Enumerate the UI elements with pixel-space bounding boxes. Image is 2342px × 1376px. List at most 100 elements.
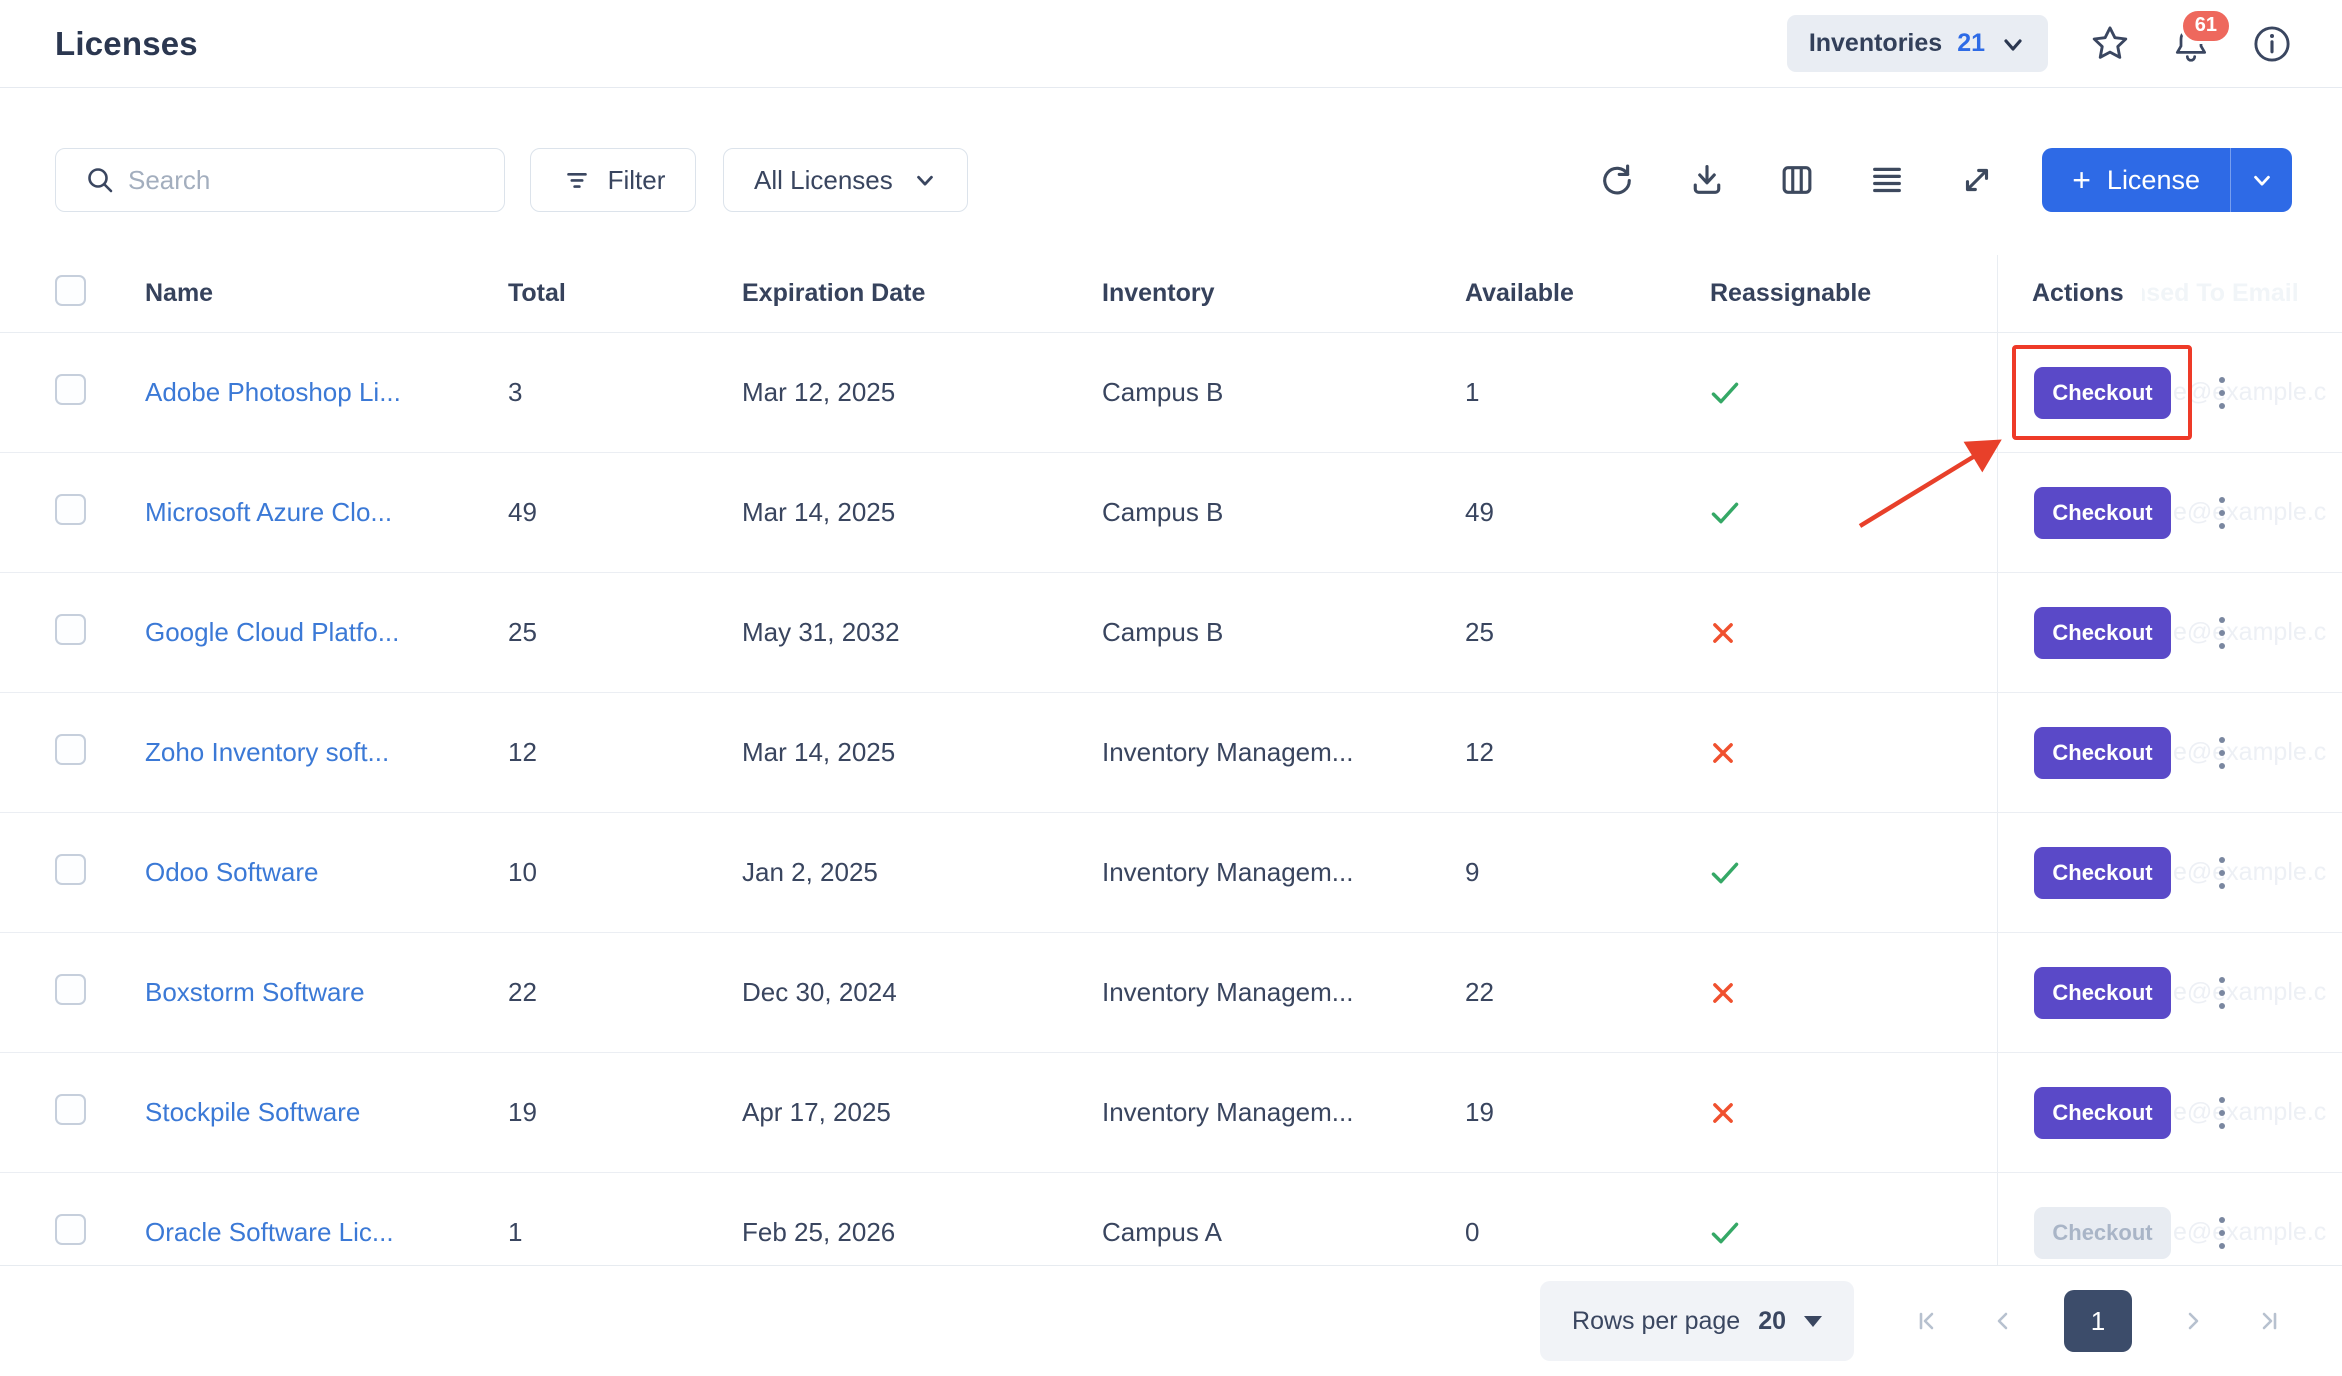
available-value: 25 [1465, 617, 1494, 647]
pager: 1 [1912, 1290, 2284, 1352]
reassignable-no-icon [1713, 982, 1733, 1003]
caret-down-icon [1804, 1315, 1822, 1327]
expand-fullscreen-icon[interactable] [1958, 161, 1996, 199]
reassignable-flag [1710, 500, 1997, 526]
prev-page-button[interactable] [1988, 1306, 2018, 1336]
star-icon[interactable] [2090, 24, 2130, 64]
expiration-date-value: Dec 30, 2024 [742, 977, 897, 1007]
reassignable-yes-icon [1711, 382, 1739, 403]
expiration-date-value: Apr 17, 2025 [742, 1097, 891, 1127]
inventory-value: Inventory Managem... [1102, 1097, 1354, 1127]
license-name-link[interactable]: Microsoft Azure Clo... [145, 497, 393, 527]
rows-per-page-dropdown[interactable]: Rows per page 20 [1540, 1281, 1854, 1361]
row-checkbox[interactable] [55, 1093, 86, 1125]
kebab-menu-icon[interactable] [2213, 491, 2231, 535]
license-name-link[interactable]: Stockpile Software [145, 1097, 361, 1127]
first-page-button[interactable] [1912, 1306, 1942, 1336]
checkout-button[interactable]: Checkout [2034, 486, 2171, 539]
total-value: 1 [508, 1217, 523, 1247]
license-name-link[interactable]: Oracle Software Lic... [145, 1217, 394, 1247]
bell-icon[interactable]: 61 [2172, 7, 2232, 64]
next-page-button[interactable] [2178, 1306, 2208, 1336]
filter-icon [561, 164, 593, 196]
checkout-button[interactable]: Checkout [2034, 966, 2171, 1019]
actions-cell: e@example.c Checkout [1997, 933, 2342, 1052]
table-row: Boxstorm Software 22 Dec 30, 2024 Invent… [0, 933, 2342, 1053]
col-header-inventory[interactable]: Inventory [1102, 279, 1215, 307]
checkout-button[interactable]: Checkout [2034, 846, 2171, 899]
checkout-button[interactable]: Checkout [2034, 726, 2171, 779]
available-value: 22 [1465, 977, 1494, 1007]
table-header-row: Name Total Expiration Date Inventory Ava… [0, 255, 2342, 333]
search-input[interactable] [55, 148, 505, 212]
info-icon[interactable] [2252, 24, 2292, 64]
row-density-icon[interactable] [1868, 161, 1906, 199]
actions-cell: e@example.c Checkout [1997, 693, 2342, 812]
select-all-checkbox[interactable] [55, 274, 86, 306]
license-name-link[interactable]: Zoho Inventory soft... [145, 737, 390, 767]
kebab-menu-icon[interactable] [2213, 611, 2231, 655]
available-value: 12 [1465, 737, 1494, 767]
ghost-licensed-to-email-text: e@example.c [2173, 378, 2327, 406]
add-license-label: License [2106, 164, 2200, 195]
kebab-menu-icon[interactable] [2213, 851, 2231, 895]
license-name-link[interactable]: Adobe Photoshop Li... [145, 377, 401, 407]
actions-cell: e@example.c Checkout [1997, 453, 2342, 572]
reassignable-flag [1710, 860, 1997, 886]
total-value: 25 [508, 617, 537, 647]
refresh-icon[interactable] [1598, 161, 1636, 199]
reassignable-flag [1710, 980, 1997, 1006]
col-header-available[interactable]: Available [1465, 279, 1574, 307]
total-value: 3 [508, 377, 523, 407]
row-checkbox[interactable] [55, 973, 86, 1005]
checkout-button[interactable]: Checkout [2034, 366, 2171, 419]
col-header-expiration[interactable]: Expiration Date [742, 279, 926, 307]
ghost-licensed-to-email-text: e@example.c [2173, 1218, 2327, 1246]
kebab-menu-icon[interactable] [2213, 1091, 2231, 1135]
row-checkbox[interactable] [55, 493, 86, 525]
col-header-reassignable[interactable]: Reassignable [1710, 279, 1872, 307]
current-page-button[interactable]: 1 [2064, 1290, 2132, 1352]
license-name-link[interactable]: Odoo Software [145, 857, 319, 887]
row-checkbox[interactable] [55, 733, 86, 765]
filter-button[interactable]: Filter [530, 148, 696, 212]
columns-icon[interactable] [1778, 161, 1816, 199]
col-header-name[interactable]: Name [145, 279, 214, 307]
row-checkbox[interactable] [55, 853, 86, 885]
inventory-value: Inventory Managem... [1102, 857, 1354, 887]
checkout-button[interactable]: Checkout [2034, 606, 2171, 659]
table-row: Google Cloud Platfo... 25 May 31, 2032 C… [0, 573, 2342, 693]
kebab-menu-icon[interactable] [2213, 1211, 2231, 1255]
checkout-button: Checkout [2034, 1206, 2171, 1259]
col-header-total[interactable]: Total [508, 279, 566, 307]
reassignable-flag [1710, 380, 1997, 406]
row-checkbox[interactable] [55, 373, 86, 405]
license-name-link[interactable]: Google Cloud Platfo... [145, 617, 400, 647]
chevron-down-icon [913, 168, 937, 192]
add-license-button[interactable]: + License [2042, 148, 2230, 212]
top-bar-right: Inventories 21 61 [1786, 7, 2292, 72]
col-header-actions: Licensed To Email Actions [1997, 255, 2342, 332]
kebab-menu-icon[interactable] [2213, 971, 2231, 1015]
last-page-button[interactable] [2254, 1306, 2284, 1336]
table-row: Adobe Photoshop Li... 3 Mar 12, 2025 Cam… [0, 333, 2342, 453]
inventories-dropdown[interactable]: Inventories 21 [1786, 15, 2048, 72]
reassignable-yes-icon [1711, 502, 1739, 523]
license-scope-dropdown[interactable]: All Licenses [723, 148, 968, 212]
row-checkbox[interactable] [55, 613, 86, 645]
inventory-value: Campus B [1102, 617, 1224, 647]
kebab-menu-icon[interactable] [2213, 371, 2231, 415]
reassignable-yes-icon [1711, 862, 1739, 883]
license-name-link[interactable]: Boxstorm Software [145, 977, 365, 1007]
checkout-button[interactable]: Checkout [2034, 1086, 2171, 1139]
actions-cell: e@example.c Checkout [1997, 813, 2342, 932]
total-value: 10 [508, 857, 537, 887]
add-license-dropdown-toggle[interactable] [2230, 148, 2292, 212]
export-download-icon[interactable] [1688, 161, 1726, 199]
chevron-down-icon [2000, 31, 2026, 57]
row-checkbox[interactable] [55, 1213, 86, 1245]
kebab-menu-icon[interactable] [2213, 731, 2231, 775]
reassignable-no-icon [1713, 742, 1733, 763]
available-value: 19 [1465, 1097, 1494, 1127]
